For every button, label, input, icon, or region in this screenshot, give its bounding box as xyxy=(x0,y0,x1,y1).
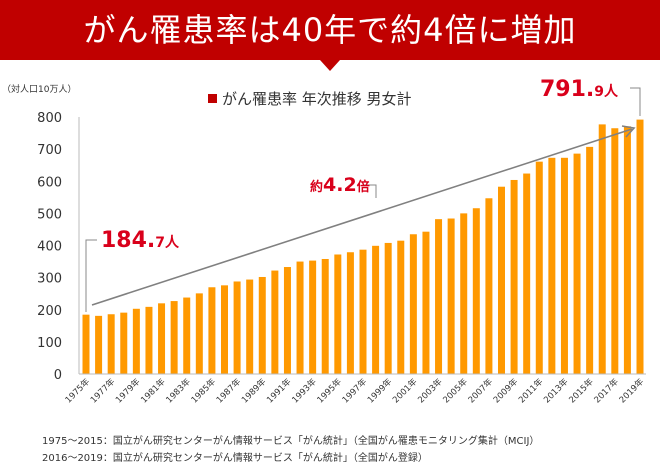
x-tick-label: 1993年 xyxy=(290,376,319,405)
x-tick-label: 2009年 xyxy=(491,376,520,405)
bar-2007年 xyxy=(485,198,493,374)
bar-1997年 xyxy=(359,249,367,374)
bar-1999年 xyxy=(384,242,392,374)
bar-1987年 xyxy=(233,281,241,374)
bar-1991年 xyxy=(283,267,291,374)
bar-1994年 xyxy=(321,258,329,374)
bar-1978年 xyxy=(120,312,128,374)
bar-1995年 xyxy=(334,254,342,374)
y-axis-unit-label: （対人口10万人） xyxy=(2,83,76,95)
bar-2016年 xyxy=(598,124,606,374)
start-leader-line xyxy=(85,239,97,312)
start-value-annotation: 184.7人 xyxy=(101,228,180,253)
bar-2000年 xyxy=(397,240,405,374)
legend-swatch xyxy=(208,94,217,103)
x-tick-label: 1999年 xyxy=(365,376,394,405)
bar-2019年 xyxy=(636,119,644,374)
bar-1977年 xyxy=(107,314,115,374)
page-title: がん罹患率は40年で約4倍に増加 xyxy=(83,11,577,49)
x-tick-label: 1987年 xyxy=(214,376,243,405)
bar-2017年 xyxy=(611,128,619,374)
y-tick-label: 300 xyxy=(37,272,62,287)
y-tick-label: 200 xyxy=(37,304,62,319)
x-tick-label: 2001年 xyxy=(390,376,419,405)
x-tick-label: 1985年 xyxy=(189,376,218,405)
x-tick-label: 2005年 xyxy=(441,376,470,405)
banner-pointer xyxy=(320,60,340,71)
bar-1989年 xyxy=(258,276,266,374)
y-tick-label: 0 xyxy=(54,368,62,383)
bar-2005年 xyxy=(460,213,468,374)
bar-1996年 xyxy=(346,252,354,374)
x-tick-label: 1975年 xyxy=(63,376,92,405)
y-tick-label: 500 xyxy=(37,207,62,222)
x-tick-label: 2007年 xyxy=(466,376,495,405)
bar-1982年 xyxy=(170,301,178,374)
bar-1983年 xyxy=(183,297,191,374)
bar-1980年 xyxy=(145,306,153,374)
bar-1979年 xyxy=(132,308,140,374)
bar-1984年 xyxy=(195,293,203,374)
x-tick-label: 2003年 xyxy=(416,376,445,405)
bar-2015年 xyxy=(586,146,594,374)
bar-2012年 xyxy=(548,157,556,374)
bar-2009年 xyxy=(510,179,518,374)
x-tick-label: 2011年 xyxy=(516,376,545,405)
x-tick-label: 1983年 xyxy=(164,376,193,405)
bar-2004年 xyxy=(447,218,455,374)
x-tick-label: 1991年 xyxy=(264,376,293,405)
ratio-annotation: 約4.2倍 xyxy=(310,174,370,196)
y-tick-label: 800 xyxy=(37,111,62,126)
bar-2013年 xyxy=(560,157,568,374)
x-tick-label: 1981年 xyxy=(139,376,168,405)
bar-1990年 xyxy=(271,270,279,374)
bar-1988年 xyxy=(246,279,254,374)
x-tick-label: 2017年 xyxy=(592,376,621,405)
bar-2006年 xyxy=(472,208,480,374)
bar-1975年 xyxy=(82,314,90,374)
bar-2003年 xyxy=(435,219,443,374)
x-tick-label: 1977年 xyxy=(88,376,117,405)
bar-1993年 xyxy=(309,260,317,374)
bar-2002年 xyxy=(422,231,430,374)
title-banner: がん罹患率は40年で約4倍に増加 xyxy=(0,0,660,60)
end-leader-line xyxy=(630,87,641,116)
bar-1986年 xyxy=(221,285,228,374)
bar-1998年 xyxy=(372,245,380,374)
source-note-2: 2016～2019：国立がん研究センターがん情報サービス「がん統計」（全国がん登… xyxy=(42,453,428,464)
y-tick-label: 100 xyxy=(37,336,62,351)
legend-label: がん罹患率 年次推移 男女計 xyxy=(222,90,412,108)
x-tick-label: 1995年 xyxy=(315,376,344,405)
bar-1992年 xyxy=(296,261,304,374)
bar-1981年 xyxy=(158,303,166,374)
x-tick-label: 1989年 xyxy=(239,376,268,405)
x-tick-label: 2019年 xyxy=(617,376,646,405)
bar-2011年 xyxy=(535,161,543,374)
bar-2001年 xyxy=(409,234,417,374)
y-tick-label: 700 xyxy=(37,143,62,158)
x-tick-label: 2015年 xyxy=(567,376,596,405)
y-tick-label: 400 xyxy=(37,240,62,255)
x-tick-label: 1997年 xyxy=(340,376,369,405)
trend-arrow xyxy=(91,125,636,306)
bar-1976年 xyxy=(95,315,103,374)
x-tick-label: 2013年 xyxy=(541,376,570,405)
bar-2014年 xyxy=(573,153,581,374)
end-value-annotation: 791.9人 xyxy=(540,77,619,102)
x-tick-label: 1979年 xyxy=(113,376,142,405)
bar-2018年 xyxy=(623,126,631,374)
bar-1985年 xyxy=(208,287,216,374)
y-tick-label: 600 xyxy=(37,175,62,190)
source-note-1: 1975～2015：国立がん研究センターがん情報サービス「がん統計」（全国がん罹… xyxy=(42,436,540,447)
bar-2008年 xyxy=(498,186,505,374)
ratio-leader-line xyxy=(363,184,377,198)
bar-2010年 xyxy=(523,173,531,374)
